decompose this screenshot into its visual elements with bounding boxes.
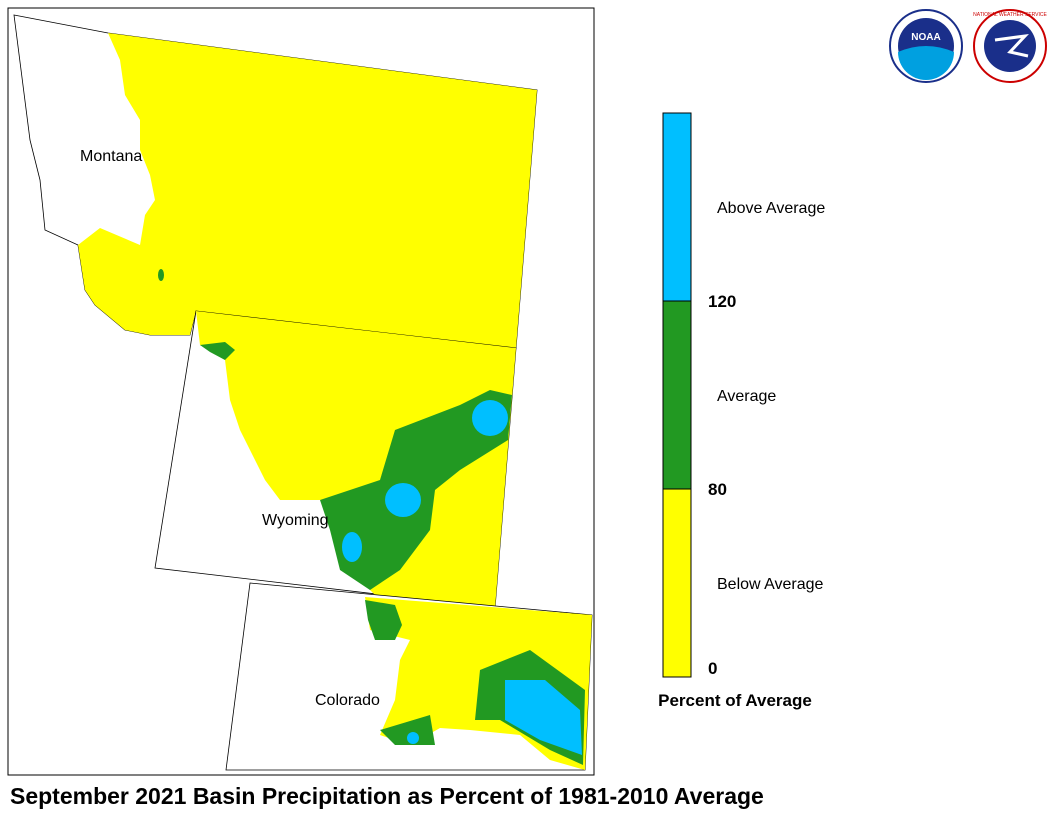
- basin-above: [472, 400, 508, 436]
- basin-above: [342, 532, 362, 562]
- legend: Above Average Average Below Average 120 80 0: [662, 112, 825, 678]
- legend-swatch: [662, 112, 692, 302]
- basin-above: [407, 732, 419, 744]
- map-title: September 2021 Basin Precipitation as Pe…: [10, 783, 764, 809]
- legend-title: Percent of Average: [658, 691, 812, 710]
- legend-swatch: [662, 300, 692, 490]
- legend-label: Below Average: [717, 576, 824, 593]
- basin-average: [200, 342, 235, 360]
- state-label: Colorado: [315, 692, 380, 709]
- montana-basins: [78, 33, 537, 348]
- legend-label: Average: [717, 388, 776, 405]
- logo-text: NATIONAL WEATHER SERVICE: [973, 12, 1047, 18]
- logo-text: NOAA: [911, 32, 940, 43]
- basin-average: [365, 600, 402, 640]
- legend-swatch: [662, 488, 692, 678]
- basin-average: [158, 269, 164, 281]
- legend-boundary: 120: [708, 292, 736, 311]
- legend-boundary: 0: [708, 659, 717, 678]
- basin-above: [505, 680, 582, 755]
- legend-label: Above Average: [717, 200, 825, 217]
- basin-above: [385, 483, 421, 517]
- legend-boundary: 80: [708, 480, 727, 499]
- state-label: Wyoming: [262, 512, 329, 529]
- nws-logo: NATIONAL WEATHER SERVICE: [973, 9, 1048, 83]
- wyoming-basins: [196, 311, 516, 608]
- state-label: Montana: [80, 148, 142, 165]
- noaa-logo: NOAA: [889, 9, 963, 83]
- basin-average: [380, 715, 435, 745]
